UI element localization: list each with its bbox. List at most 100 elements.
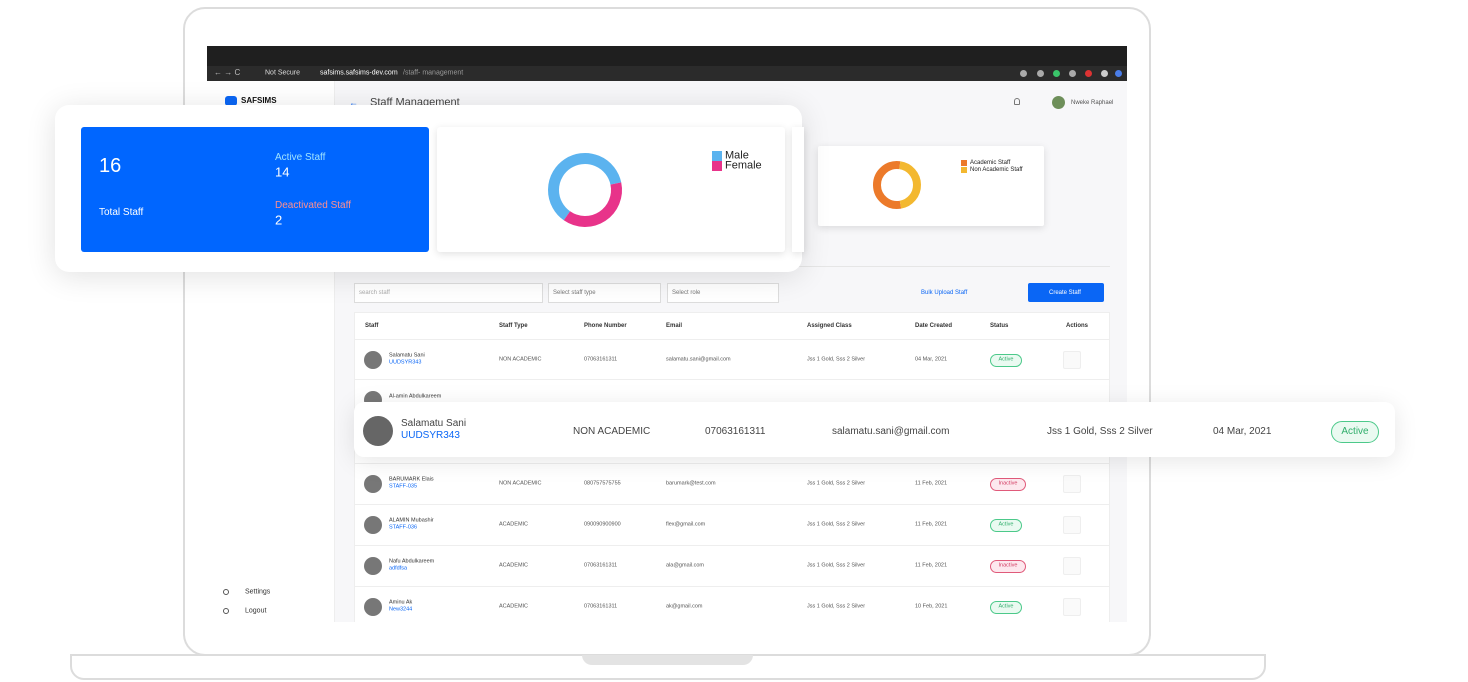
staff-id: STAFF-035	[389, 483, 418, 490]
staff-name: BARUMARK Elais	[389, 476, 434, 483]
actions-button	[1063, 557, 1081, 575]
staff-avatar	[364, 557, 382, 575]
status-pill	[990, 600, 1022, 614]
highlight-row: Salamatu Sani UUDSYR343 NON ACADEMIC 070631…	[354, 402, 1395, 457]
column-header: Actions	[1066, 323, 1089, 329]
logo-icon	[225, 96, 237, 106]
nav-icons: ← → C	[214, 68, 241, 77]
cell: NON ACADEMIC	[499, 480, 542, 487]
legend-label: Male	[725, 149, 749, 162]
status-pill	[990, 559, 1026, 573]
user-avatar	[1052, 96, 1065, 109]
create-button[interactable]	[1028, 283, 1104, 302]
staff-name: Aminu Ak	[389, 599, 413, 606]
column-header: Staff Type	[499, 323, 528, 329]
browser-icon	[1085, 70, 1092, 77]
staff-avatar	[364, 351, 382, 369]
staff-name: Salamatu Sani	[401, 418, 467, 429]
url-path: /staff- management	[403, 69, 464, 77]
row-divider	[354, 463, 1110, 464]
page-title: Staff Management	[370, 96, 460, 109]
staff-avatar	[364, 516, 382, 534]
status-label: Inactive	[998, 480, 1018, 487]
cell: Jss 1 Gold, Sss 2 Silver	[807, 603, 866, 610]
search-placeholder: search staff	[359, 290, 390, 296]
status-label: Active	[998, 521, 1014, 528]
table	[354, 312, 1110, 622]
cell: 11 Feb, 2021	[915, 521, 948, 528]
browser-icon	[1101, 70, 1108, 77]
staff-avatar	[364, 598, 382, 616]
security-label: Not Secure	[265, 69, 301, 77]
cell: ACADEMIC	[499, 603, 529, 610]
cell: 04 Mar, 2021	[1213, 426, 1272, 437]
actions-button	[1063, 516, 1081, 534]
url-host: safsims.safsims-dev.com	[320, 69, 398, 77]
column-header: Assigned Class	[807, 323, 852, 329]
cell: 04 Mar, 2021	[915, 356, 948, 363]
legend-swatch	[961, 160, 967, 166]
total-label: Total Staff	[99, 207, 144, 218]
legend-swatch	[712, 161, 722, 171]
staff-id: UUDSYR343	[401, 430, 460, 441]
donut-segment	[563, 182, 622, 227]
cell: ACADEMIC	[499, 521, 529, 528]
legend-label: Female	[725, 159, 762, 172]
cell: barumark@test.com	[666, 480, 716, 487]
cell: 10 Feb, 2021	[915, 603, 948, 610]
column-header: Date Created	[915, 323, 953, 329]
laptop-notch	[582, 655, 753, 665]
cell: 07063161311	[584, 356, 618, 363]
cell: Jss 1 Gold, Sss 2 Silver	[807, 521, 866, 528]
select-type-placeholder: Select staff type	[553, 290, 596, 296]
browser-tabbar	[207, 46, 1127, 66]
legend-swatch	[712, 151, 722, 161]
cell: Jss 1 Gold, Sss 2 Silver	[1047, 426, 1153, 437]
cell: ala@gmail.com	[666, 562, 704, 569]
browser-icon	[1037, 70, 1044, 77]
cell: salamatu.sani@gmail.com	[666, 356, 731, 363]
create-button-label: Create Staff	[1049, 290, 1081, 296]
status-label: Active	[1341, 426, 1369, 437]
cell: NON ACADEMIC	[499, 356, 542, 363]
column-header: Email	[666, 323, 683, 329]
browser-icon	[1069, 70, 1076, 77]
cell: 090090900900	[584, 521, 621, 528]
cell: ACADEMIC	[499, 562, 529, 569]
browser-icon	[1053, 70, 1060, 77]
logo-text: SAFSIMS	[241, 96, 277, 105]
browser-icon	[1020, 70, 1027, 77]
staff-name: Al-amin Abdulkareem	[389, 393, 442, 400]
chart-card-edge	[792, 127, 804, 252]
active-value: 14	[275, 164, 290, 180]
status-pill	[1331, 421, 1379, 443]
row-divider	[354, 339, 1110, 340]
chart-card	[437, 127, 785, 252]
status-label: Active	[998, 603, 1014, 610]
status-label: Active	[998, 356, 1014, 363]
row-divider	[354, 504, 1110, 505]
total-value: 16	[99, 155, 122, 177]
cell: Jss 1 Gold, Sss 2 Silver	[807, 356, 866, 363]
donut-chart	[548, 153, 622, 227]
status-pill	[990, 477, 1026, 491]
user-name: Nweke Raphael	[1071, 100, 1114, 106]
bulk-upload-link[interactable]: Bulk Upload Staff	[921, 290, 968, 296]
status-pill	[990, 518, 1022, 532]
donut-segment	[898, 161, 921, 209]
staff-name: Salamatu Sani	[389, 352, 425, 359]
legend-label: Non Academic Staff	[970, 167, 1023, 173]
search-input	[354, 283, 543, 303]
summary-overlay: 16 Total Staff Active Staff 14 Deactivated S…	[55, 105, 804, 272]
chart-card	[818, 146, 1044, 226]
sidebar-icon	[223, 608, 229, 614]
cell: 07063161311	[584, 562, 618, 569]
row-divider	[354, 545, 1110, 546]
actions-button	[1063, 475, 1081, 493]
deactivated-label: Deactivated Staff	[275, 200, 351, 211]
bell-icon	[1014, 98, 1020, 105]
cell: 07063161311	[705, 426, 766, 437]
cell: 080757575755	[584, 480, 621, 487]
cell: 11 Feb, 2021	[915, 480, 948, 487]
